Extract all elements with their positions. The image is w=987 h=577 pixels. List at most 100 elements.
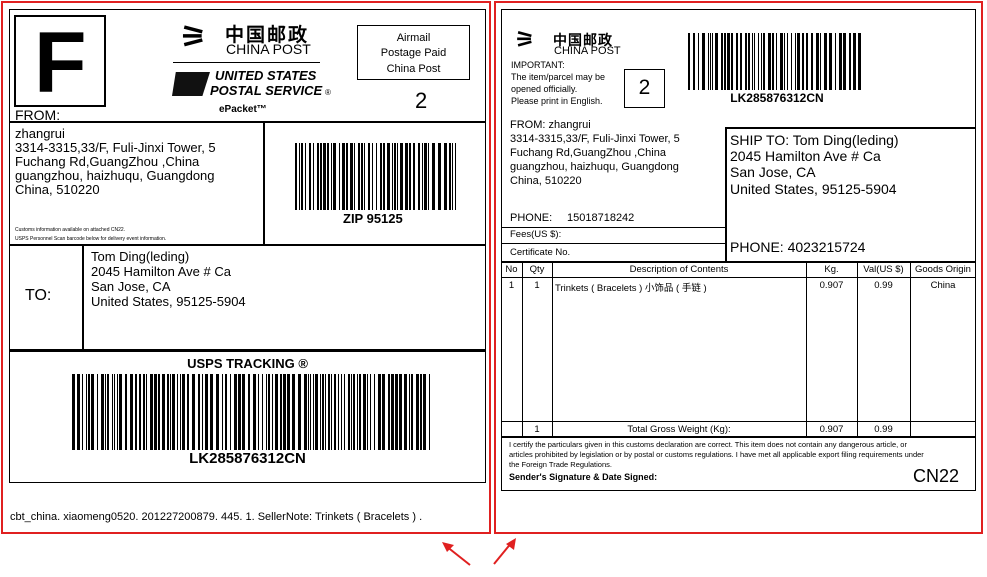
barcode-bar <box>688 33 690 90</box>
barcode-bar <box>338 374 339 450</box>
barcode-bar <box>172 374 175 450</box>
barcode-bar <box>752 33 753 90</box>
barcode-bar <box>745 33 747 90</box>
barcode-bar <box>702 33 705 90</box>
barcode-bar <box>811 33 813 90</box>
china-post-cn: 中国邮政 <box>225 24 310 46</box>
barcode-bar <box>374 374 375 450</box>
zip-barcode <box>295 143 458 210</box>
barcode-bar <box>849 33 851 90</box>
barcode-bar <box>839 33 842 90</box>
barcode-bar <box>843 33 846 90</box>
recipient-phone: PHONE: 4023215724 <box>730 239 866 255</box>
barcode-bar <box>364 143 365 210</box>
barcode-bar <box>420 374 422 450</box>
epacket-label: ePacket™ <box>219 104 267 115</box>
table-header-cell: Qty <box>529 264 545 275</box>
barcode-bar <box>363 374 366 450</box>
cn22-highlight <box>494 1 983 534</box>
barcode-bar <box>230 374 231 450</box>
barcode-bar <box>295 143 297 210</box>
usps-registered-mark: ® <box>325 88 331 97</box>
barcode-bar <box>423 374 426 450</box>
barcode-bar <box>724 33 726 90</box>
customs-note: Customs information available on attache… <box>15 227 126 233</box>
table-total-row-cell: 0.907 <box>819 424 844 435</box>
barcode-bar <box>177 374 178 450</box>
table-header-cell: Kg. <box>824 264 839 275</box>
table-total-row-cell: 0.99 <box>874 424 893 435</box>
shipping-label <box>9 9 486 483</box>
piece-count: 2 <box>415 88 428 113</box>
barcode-bar <box>346 143 348 210</box>
barcode-bar <box>317 143 319 210</box>
barcode-bar <box>391 374 394 450</box>
barcode-bar <box>376 143 377 210</box>
barcode-bar <box>105 374 106 450</box>
tracking-number: LK285876312CN <box>189 450 306 467</box>
barcode-bar <box>146 374 147 450</box>
barcode-bar <box>387 143 390 210</box>
barcode-bar <box>383 143 385 210</box>
zone-box <box>14 15 106 107</box>
barcode-bar <box>170 374 171 450</box>
piece-count: 2 <box>638 76 651 99</box>
barcode-bar <box>180 374 181 450</box>
barcode-bar <box>787 33 788 90</box>
barcode-bar <box>429 374 430 450</box>
barcode-bar <box>710 33 711 90</box>
zip-label: ZIP 95125 <box>343 211 403 226</box>
barcode-bar <box>416 374 419 450</box>
barcode-bar <box>791 33 792 90</box>
barcode-bar <box>287 374 290 450</box>
barcode-bar <box>182 374 185 450</box>
barcode-bar <box>162 374 165 450</box>
barcode-bar <box>351 374 352 450</box>
usps-line1: UNITED STATES <box>215 68 317 83</box>
barcode-bar <box>242 374 245 450</box>
cn22-form <box>501 9 976 491</box>
signature-label: Sender's Signature & Date Signed: <box>509 472 658 482</box>
china-post-logo-icon: ⚞ <box>180 21 207 54</box>
barcode-bar <box>322 374 324 450</box>
barcode-bar <box>452 143 453 210</box>
barcode-bar <box>88 374 90 450</box>
barcode-bar <box>283 374 286 450</box>
sender-phone: 15018718242 <box>567 212 635 224</box>
barcode-bar <box>198 374 200 450</box>
barcode-bar <box>331 374 332 450</box>
footer-note: cbt_china. xiaomeng0520. 201227200879. 4… <box>10 511 423 523</box>
table-row-cell: China <box>930 280 956 291</box>
barcode-bar <box>776 33 777 90</box>
barcode-bar <box>405 143 408 210</box>
barcode-bar <box>772 33 774 90</box>
barcode-bar <box>167 374 169 450</box>
barcode-bar <box>806 33 808 90</box>
table-row-cell: 0.907 <box>819 280 844 291</box>
table-row-cell: 0.99 <box>874 280 893 291</box>
barcode-bar <box>310 374 311 450</box>
barcode-bar <box>333 143 336 210</box>
barcode-bar <box>292 374 295 450</box>
table-row-cell: 1 <box>534 280 540 291</box>
barcode-bar <box>740 33 742 90</box>
barcode-bar <box>858 33 861 90</box>
barcode-bar <box>320 374 321 450</box>
barcode-bar <box>313 374 314 450</box>
barcode-bar <box>455 143 456 210</box>
barcode-bar <box>143 374 145 450</box>
barcode-bar <box>205 374 208 450</box>
barcode-bar <box>797 33 800 90</box>
barcode-bar <box>238 374 241 450</box>
barcode-bar <box>432 143 435 210</box>
table-header-cell: No <box>505 264 518 275</box>
barcode-bar <box>768 33 771 90</box>
barcode-bar <box>234 374 237 450</box>
barcode-bar <box>348 374 350 450</box>
barcode-bar <box>341 374 342 450</box>
arrow-icon <box>442 542 471 566</box>
barcode-bar <box>298 374 301 450</box>
barcode-bar <box>761 33 762 90</box>
barcode-bar <box>280 374 282 450</box>
barcode-bar <box>77 374 80 450</box>
